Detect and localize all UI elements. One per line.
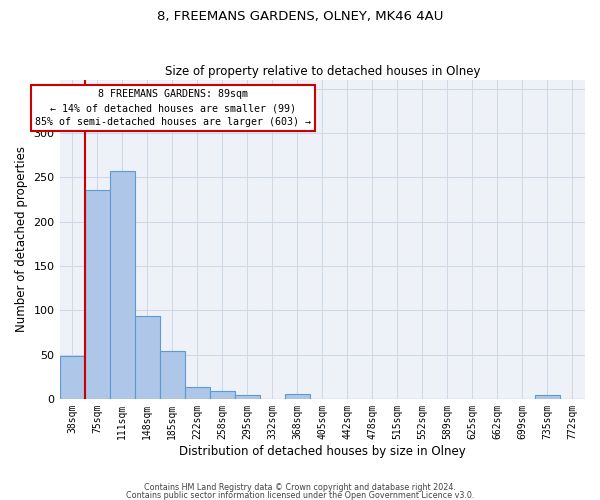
Title: Size of property relative to detached houses in Olney: Size of property relative to detached ho… <box>164 66 480 78</box>
Bar <box>235 396 260 399</box>
Bar <box>160 351 185 399</box>
Bar <box>134 316 160 399</box>
Bar <box>185 388 209 399</box>
Text: Contains HM Land Registry data © Crown copyright and database right 2024.: Contains HM Land Registry data © Crown c… <box>144 484 456 492</box>
Text: Contains public sector information licensed under the Open Government Licence v3: Contains public sector information licen… <box>126 490 474 500</box>
Bar <box>285 394 310 399</box>
Bar <box>110 171 134 399</box>
Bar <box>59 356 85 399</box>
Text: 8, FREEMANS GARDENS, OLNEY, MK46 4AU: 8, FREEMANS GARDENS, OLNEY, MK46 4AU <box>157 10 443 23</box>
Bar <box>85 190 110 399</box>
Bar <box>209 391 235 399</box>
Bar <box>535 396 560 399</box>
X-axis label: Distribution of detached houses by size in Olney: Distribution of detached houses by size … <box>179 444 466 458</box>
Y-axis label: Number of detached properties: Number of detached properties <box>15 146 28 332</box>
Text: 8 FREEMANS GARDENS: 89sqm
← 14% of detached houses are smaller (99)
85% of semi-: 8 FREEMANS GARDENS: 89sqm ← 14% of detac… <box>35 89 311 127</box>
